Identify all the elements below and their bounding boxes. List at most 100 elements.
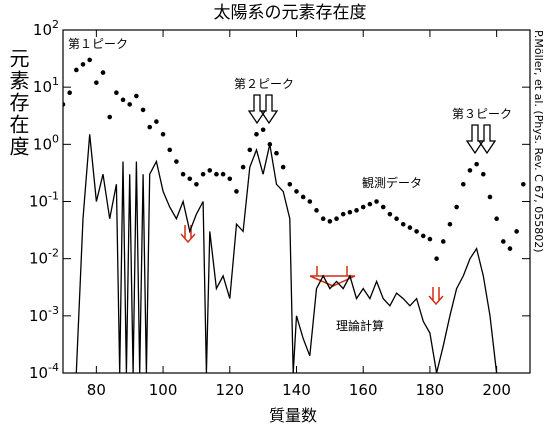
data-point bbox=[334, 216, 339, 222]
y-tick-exponent: -1 bbox=[48, 190, 59, 203]
data-point bbox=[387, 211, 393, 217]
data-point bbox=[360, 204, 366, 210]
peak-arrows bbox=[247, 94, 497, 155]
y-tick-base: 10 bbox=[29, 364, 48, 382]
data-point bbox=[207, 168, 213, 173]
data-point bbox=[280, 164, 286, 170]
data-point bbox=[354, 208, 359, 213]
y-tick-exponent: 2 bbox=[52, 18, 59, 31]
annotation: 観測データ bbox=[362, 175, 422, 190]
data-point bbox=[214, 171, 219, 177]
annotation: 理論計算 bbox=[336, 318, 384, 333]
data-point bbox=[294, 189, 299, 194]
y-tick-label: 101 bbox=[33, 75, 59, 96]
data-point bbox=[394, 216, 399, 222]
y-tick-base: 10 bbox=[29, 250, 48, 268]
y-tick-base: 10 bbox=[33, 135, 52, 153]
y-tick-label: 10-3 bbox=[29, 304, 59, 325]
data-point bbox=[320, 216, 326, 222]
data-point bbox=[194, 181, 199, 187]
data-point bbox=[347, 209, 353, 215]
y-tick-exponent: -2 bbox=[48, 247, 59, 260]
data-point bbox=[481, 171, 486, 177]
y-tick-base: 10 bbox=[29, 193, 48, 211]
data-point bbox=[487, 194, 493, 200]
x-tick-label: 120 bbox=[215, 381, 244, 399]
y-tick-base: 10 bbox=[33, 78, 52, 96]
data-point bbox=[434, 256, 439, 261]
data-point bbox=[300, 194, 306, 200]
y-tick-label: 102 bbox=[33, 18, 59, 39]
data-point bbox=[414, 229, 419, 234]
data-point bbox=[247, 147, 253, 153]
data-point bbox=[260, 127, 266, 133]
data-point bbox=[140, 107, 146, 113]
data-point bbox=[400, 221, 406, 227]
data-point bbox=[174, 159, 179, 164]
theory-line bbox=[75, 134, 498, 373]
data-point bbox=[234, 189, 239, 194]
data-point bbox=[154, 119, 159, 124]
y-tick-exponent: 0 bbox=[52, 132, 59, 145]
data-point bbox=[374, 199, 379, 204]
data-point bbox=[447, 221, 453, 227]
data-point bbox=[514, 229, 519, 234]
y-tick-label: 100 bbox=[33, 132, 59, 153]
data-point bbox=[467, 168, 473, 173]
data-point bbox=[440, 239, 446, 244]
annotation: 第３ピーク bbox=[452, 107, 512, 121]
data-point bbox=[107, 114, 112, 120]
data-point bbox=[80, 62, 86, 67]
data-point bbox=[200, 171, 206, 177]
y-tick-exponent: 1 bbox=[52, 75, 59, 88]
data-point bbox=[454, 204, 459, 210]
data-point bbox=[274, 150, 279, 156]
y-tick-label: 10-1 bbox=[29, 190, 59, 211]
data-point bbox=[100, 70, 106, 75]
data-point bbox=[340, 211, 346, 217]
data-point bbox=[307, 199, 313, 204]
y-tick-base: 10 bbox=[33, 21, 52, 39]
data-point bbox=[314, 208, 319, 213]
data-point bbox=[74, 67, 79, 73]
y-tick-base: 10 bbox=[29, 307, 48, 325]
data-point bbox=[63, 102, 66, 107]
data-point bbox=[160, 131, 166, 137]
data-point bbox=[380, 204, 386, 210]
plot-area bbox=[63, 57, 526, 373]
red-arrows bbox=[180, 225, 444, 306]
data-point bbox=[187, 176, 193, 182]
data-point bbox=[367, 201, 373, 207]
data-point bbox=[180, 171, 186, 177]
data-point bbox=[427, 236, 433, 242]
data-point bbox=[134, 93, 139, 99]
data-point bbox=[521, 181, 526, 187]
data-point bbox=[220, 171, 226, 177]
y-axis-label: 元素存在度 bbox=[6, 48, 30, 158]
data-point bbox=[167, 147, 173, 153]
data-point bbox=[420, 233, 426, 239]
data-point bbox=[287, 181, 293, 187]
data-point bbox=[87, 57, 92, 63]
data-point bbox=[494, 216, 499, 222]
x-axis-label: 質量数 bbox=[269, 406, 317, 425]
citation: P.Möller, et al. (Phys. Rev. C 67, 05580… bbox=[532, 30, 545, 253]
annotation: 第１ピーク bbox=[68, 37, 128, 51]
data-point bbox=[474, 161, 479, 167]
data-point bbox=[460, 181, 466, 187]
chart-title: 太陽系の元素存在度 bbox=[214, 3, 367, 23]
data-point bbox=[501, 239, 506, 244]
data-point bbox=[127, 102, 133, 107]
annotation: 第２ピーク bbox=[234, 77, 294, 91]
data-point bbox=[94, 80, 99, 85]
y-tick-exponent: -3 bbox=[48, 304, 59, 317]
data-point bbox=[240, 164, 246, 170]
x-tick-label: 100 bbox=[149, 381, 178, 399]
data-point bbox=[67, 90, 72, 96]
y-tick-exponent: -4 bbox=[48, 361, 59, 374]
data-point bbox=[227, 176, 233, 182]
data-point bbox=[114, 90, 119, 96]
x-tick-label: 200 bbox=[482, 381, 511, 399]
x-tick-label: 140 bbox=[282, 381, 311, 399]
